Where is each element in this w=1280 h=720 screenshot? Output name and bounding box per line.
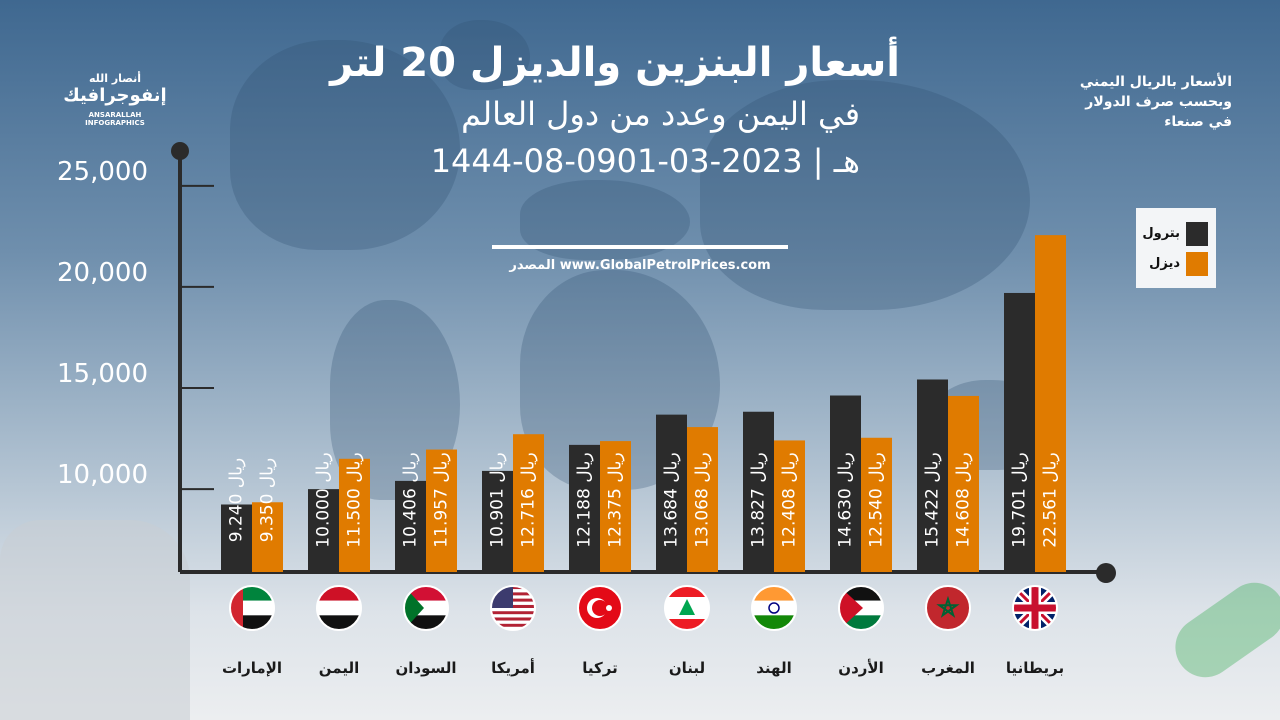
legend-item-diesel: ديزل xyxy=(1144,252,1208,276)
bar-petrol xyxy=(1004,292,1035,572)
bar-value-label: 12.375 ريال xyxy=(606,452,626,547)
bar-value-label: 9.240 ريال xyxy=(227,458,247,543)
bar-diesel xyxy=(1035,235,1066,572)
bar-value-label: 9.350 ريال xyxy=(258,458,278,543)
bar-value-label: 12.188 ريال xyxy=(575,452,595,547)
bar-petrol xyxy=(569,444,600,572)
bar-value-label: 14.608 ريال xyxy=(954,452,974,547)
category-label: بريطانيا xyxy=(1006,659,1064,677)
chart-subtitle: في اليمن وعدد من دول العالم xyxy=(461,95,860,133)
bar-petrol xyxy=(395,480,426,572)
bar-value-label: 13.068 ريال xyxy=(693,452,713,547)
bar-diesel xyxy=(339,458,370,572)
y-tick-label: 25,000 xyxy=(57,157,148,187)
category-label: أمريكا xyxy=(491,658,535,677)
bar-diesel xyxy=(426,449,457,572)
currency-note: الأسعار بالريال اليمني وبحسب صرف الدولار… xyxy=(1080,72,1232,132)
bar-petrol xyxy=(917,379,948,572)
fuel-pump-icon xyxy=(0,520,190,720)
bar-value-label: 10.000 ريال xyxy=(314,452,334,547)
bar-diesel xyxy=(513,434,544,572)
flag-badge-ring xyxy=(316,585,362,631)
legend-item-petrol: بترول xyxy=(1142,222,1208,246)
category-label: الهند xyxy=(756,659,791,677)
flag-turkey-icon xyxy=(578,586,622,630)
chart-title: أسعار البنزين والديزل 20 لتر xyxy=(330,40,900,86)
bar-value-label: 10.406 ريال xyxy=(401,452,421,547)
flag-badge-ring xyxy=(403,585,449,631)
map-asia xyxy=(700,80,1030,310)
category-label: المغرب xyxy=(921,659,975,677)
flag-badge-ring xyxy=(490,585,536,631)
brand-line2: إنفوجرافيك xyxy=(63,85,167,106)
bar-petrol xyxy=(743,411,774,572)
bar-value-label: 12.716 ريال xyxy=(519,452,539,547)
bar-petrol xyxy=(221,504,252,572)
flag-badge-ring xyxy=(925,585,971,631)
bar-diesel xyxy=(252,502,283,572)
bar-petrol xyxy=(830,395,861,572)
bar-diesel xyxy=(774,440,805,572)
bar-diesel xyxy=(948,395,979,572)
chart-legend: بترول ديزل xyxy=(1136,208,1216,288)
category-label: السودان xyxy=(395,659,456,677)
bar-diesel xyxy=(600,441,631,572)
bar-value-label: 10.901 ريال xyxy=(488,452,508,547)
currency-note-line2: وبحسب صرف الدولار xyxy=(1085,94,1232,110)
x-axis-end-dot xyxy=(1096,563,1116,583)
category-label: تركيا xyxy=(582,659,617,677)
bar-value-label: 22.561 ريال xyxy=(1041,452,1061,547)
bar-value-label: 12.408 ريال xyxy=(780,452,800,547)
flag-badge-ring xyxy=(751,585,797,631)
source-note: المصدر www.GlobalPetrolPrices.com xyxy=(509,258,771,273)
flag-badge-ring xyxy=(664,585,710,631)
bar-value-label: 15.422 ريال xyxy=(923,452,943,547)
bar-value-label: 14.630 ريال xyxy=(836,452,856,547)
brand-logo: أنصار الله إنفوجرافيك ANSARALLAH INFOGRA… xyxy=(60,72,170,127)
bar-petrol xyxy=(308,489,339,572)
bar-value-label: 13.684 ريال xyxy=(662,452,682,547)
map-north-america xyxy=(230,40,460,250)
brand-line3: ANSARALLAH INFOGRAPHICS xyxy=(85,111,145,127)
bar-value-label: 11.500 ريال xyxy=(345,452,365,547)
flag-lebanon-icon xyxy=(665,586,709,630)
bar-value-label: 11.957 ريال xyxy=(432,452,452,547)
legend-swatch-diesel xyxy=(1186,252,1208,276)
brand-line1: أنصار الله xyxy=(88,72,142,85)
legend-swatch-petrol xyxy=(1186,222,1208,246)
legend-label-diesel: ديزل xyxy=(1149,256,1180,271)
category-label: لبنان xyxy=(669,659,705,677)
category-label: اليمن xyxy=(319,659,359,677)
bar-value-label: 12.540 ريال xyxy=(867,452,887,547)
flag-usa-icon xyxy=(491,586,535,630)
bar-diesel xyxy=(687,427,718,572)
bar-value-label: 19.701 ريال xyxy=(1010,452,1030,547)
flag-badge-ring xyxy=(1012,585,1058,631)
bar-diesel xyxy=(861,437,892,572)
bar-petrol xyxy=(482,470,513,572)
currency-note-line1: الأسعار بالريال اليمني xyxy=(1079,74,1232,90)
category-label: الأردن xyxy=(838,659,883,677)
category-label: الإمارات xyxy=(222,659,282,677)
y-tick-label: 15,000 xyxy=(57,359,148,389)
flag-badge-ring xyxy=(838,585,884,631)
y-axis-end-dot xyxy=(171,142,189,160)
bar-petrol xyxy=(656,414,687,572)
y-tick-label: 20,000 xyxy=(57,258,148,288)
map-greenland xyxy=(440,20,530,90)
y-tick-label: 10,000 xyxy=(57,460,148,490)
flag-morocco-icon xyxy=(926,586,970,630)
chart-date: 1444-08-09هـ | 2023-03-01 xyxy=(430,142,860,180)
bar-value-label: 13.827 ريال xyxy=(749,452,769,547)
title-divider xyxy=(492,245,788,249)
flag-uk-icon xyxy=(1013,586,1057,630)
currency-note-line3: في صنعاء xyxy=(1164,114,1232,130)
legend-label-petrol: بترول xyxy=(1142,226,1180,241)
flag-badge-ring xyxy=(577,585,623,631)
flag-badge-ring xyxy=(229,585,275,631)
